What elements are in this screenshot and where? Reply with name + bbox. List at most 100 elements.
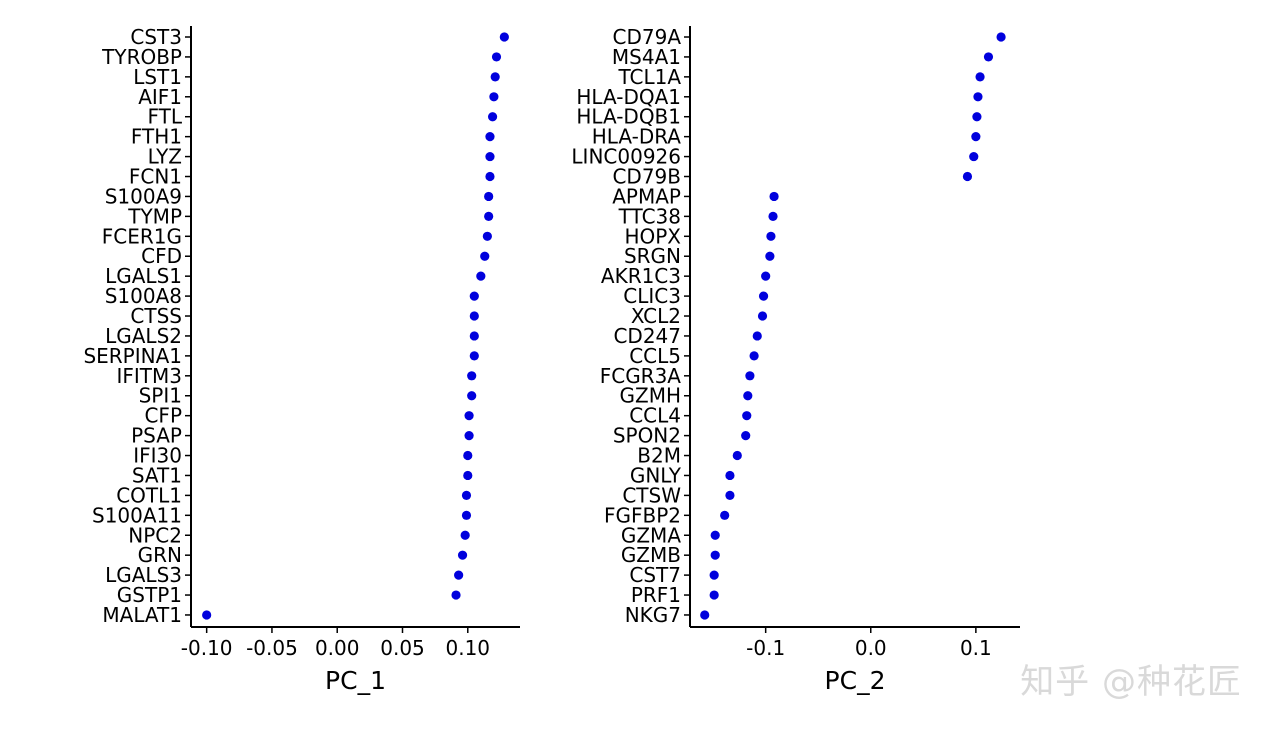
watermark: 知乎 @种花匠 <box>1020 662 1242 702</box>
x-tick-label: -0.1 <box>746 636 785 660</box>
data-point <box>725 490 735 500</box>
gene-label: HOPX <box>624 224 681 248</box>
x-tick-label: -0.10 <box>181 636 233 660</box>
gene-label: APMAP <box>612 184 681 208</box>
data-point <box>457 550 468 560</box>
gene-label: IFI30 <box>133 444 182 468</box>
gene-label: CFD <box>141 244 182 268</box>
data-point <box>720 510 730 520</box>
gene-label: CCL4 <box>629 404 681 428</box>
data-point <box>464 431 474 441</box>
x-axis-title: PC_2 <box>825 666 886 695</box>
gene-label: SPON2 <box>613 424 681 448</box>
gene-label: MS4A1 <box>612 45 681 69</box>
data-point <box>710 530 720 540</box>
data-point <box>469 291 479 301</box>
data-point <box>971 132 981 142</box>
gene-label: GNLY <box>630 463 682 487</box>
gene-label: FCER1G <box>102 224 182 248</box>
data-point <box>484 211 494 221</box>
x-tick-label: 0.05 <box>380 636 425 660</box>
x-axis-title: PC_1 <box>325 666 386 695</box>
data-point <box>469 351 479 361</box>
data-point <box>769 191 779 202</box>
gene-label: TTC38 <box>618 204 681 228</box>
gene-label: CCL5 <box>629 344 681 368</box>
data-point <box>743 391 753 401</box>
gene-label: SERPINA1 <box>83 344 182 368</box>
data-point <box>742 411 752 421</box>
gene-label: LYZ <box>148 145 182 169</box>
data-point <box>732 450 742 461</box>
data-point <box>499 32 509 42</box>
gene-label: FCN1 <box>129 165 182 189</box>
gene-label: LGALS3 <box>105 563 182 587</box>
data-point <box>700 610 710 620</box>
x-tick-label: -0.05 <box>246 636 298 660</box>
gene-label: MALAT1 <box>102 603 182 627</box>
data-point <box>725 470 735 481</box>
data-point <box>469 311 479 321</box>
data-point <box>741 431 751 441</box>
gene-label: PRF1 <box>631 583 681 607</box>
gene-label: CTSS <box>130 304 182 328</box>
data-point <box>461 490 472 500</box>
data-point <box>768 211 778 221</box>
gene-label: CST7 <box>629 563 681 587</box>
gene-label: LGALS1 <box>105 264 182 288</box>
data-point <box>749 351 759 361</box>
gene-label: FTL <box>147 105 182 129</box>
data-point <box>757 311 768 321</box>
gene-label: GRN <box>138 543 182 567</box>
x-tick-label: 0.00 <box>315 636 360 660</box>
data-point <box>485 171 495 182</box>
data-point <box>983 52 994 62</box>
pc2-loadings-panel: CD79AMS4A1TCL1AHLA-DQA1HLA-DQB1HLA-DRALI… <box>571 25 1020 695</box>
data-point <box>469 331 479 341</box>
gene-label: COTL1 <box>116 483 182 507</box>
data-point <box>489 92 499 102</box>
data-point <box>460 530 470 540</box>
data-point <box>484 191 494 202</box>
data-point <box>467 391 477 401</box>
data-point <box>969 151 979 162</box>
x-tick-label: 0.10 <box>446 636 491 660</box>
gene-label: GZMH <box>620 384 682 408</box>
data-point <box>482 231 492 241</box>
data-point <box>476 271 486 281</box>
gene-label: NKG7 <box>625 603 681 627</box>
gene-label: SAT1 <box>132 463 182 487</box>
gene-label: GZMA <box>621 523 681 547</box>
x-tick-label: 0.1 <box>960 636 992 660</box>
data-point <box>202 610 212 620</box>
gene-label: CD247 <box>613 324 681 348</box>
gene-label: IFITM3 <box>117 364 183 388</box>
gene-label: SRGN <box>624 244 681 268</box>
gene-label: XCL2 <box>631 304 681 328</box>
gene-label: B2M <box>637 444 681 468</box>
gene-label: FGFBP2 <box>604 503 681 527</box>
gene-label: GSTP1 <box>117 583 182 607</box>
data-point <box>745 371 755 381</box>
data-point <box>485 132 495 142</box>
gene-label: AIF1 <box>138 85 182 109</box>
data-point <box>765 251 775 261</box>
gene-label: FCGR3A <box>600 364 682 388</box>
gene-label: CST3 <box>130 25 182 49</box>
gene-label: TCL1A <box>617 65 681 89</box>
data-point <box>710 550 720 560</box>
gene-label: CD79A <box>613 25 682 49</box>
gene-label: CLIC3 <box>623 284 681 308</box>
gene-label: LST1 <box>133 65 182 89</box>
gene-label: HLA-DQB1 <box>576 105 681 129</box>
data-point <box>761 271 771 281</box>
data-point <box>491 52 502 62</box>
gene-label: GZMB <box>621 543 681 567</box>
gene-label: HLA-DQA1 <box>576 85 681 109</box>
data-point <box>480 251 490 261</box>
data-point <box>490 72 500 82</box>
gene-label: CD79B <box>612 165 681 189</box>
data-point <box>709 570 719 580</box>
data-point <box>996 32 1006 42</box>
